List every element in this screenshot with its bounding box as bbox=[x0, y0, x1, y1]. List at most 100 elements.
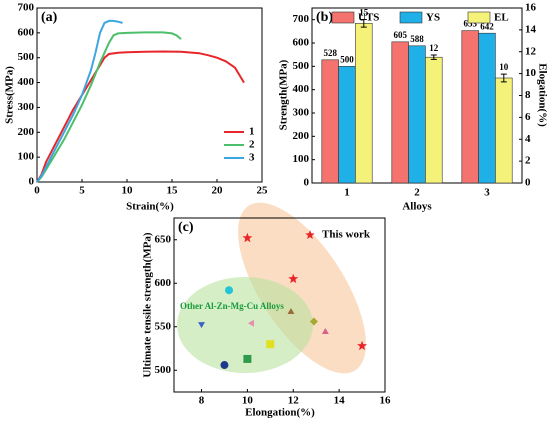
legend-label: 2 bbox=[249, 139, 255, 151]
y-tick-label: 500 bbox=[293, 60, 310, 72]
bar bbox=[425, 56, 443, 184]
bar bbox=[495, 77, 513, 184]
error-bar bbox=[500, 73, 507, 83]
point bbox=[309, 317, 318, 326]
curve bbox=[36, 50, 245, 183]
x-tick-label: 25 bbox=[257, 185, 269, 197]
x-tick-label: 14 bbox=[334, 395, 346, 407]
y2-tick-label: 2 bbox=[525, 155, 531, 167]
y2-axis-label: Elogation(%) bbox=[536, 63, 548, 127]
point bbox=[198, 322, 205, 329]
legend-label: 3 bbox=[249, 152, 255, 164]
x-tick-label: 2 bbox=[414, 187, 420, 199]
data-label: 15 bbox=[359, 8, 369, 18]
y-tick-label: 550 bbox=[155, 320, 172, 332]
legend-swatch bbox=[467, 11, 491, 24]
y-tick-label: 500 bbox=[155, 364, 172, 376]
error-bar bbox=[430, 54, 437, 60]
panel-label: (c) bbox=[178, 220, 194, 235]
y2-tick-label: 6 bbox=[525, 111, 531, 123]
y-tick-label: 700 bbox=[293, 13, 310, 25]
x-tick-label: 1 bbox=[344, 187, 350, 199]
y-tick-label: 600 bbox=[18, 26, 35, 38]
point bbox=[247, 319, 254, 327]
y-tick-label: 650 bbox=[155, 233, 172, 245]
y-tick-label: 400 bbox=[293, 83, 310, 95]
y-axis-label: Stress(MPa) bbox=[4, 66, 16, 124]
legend-label: 1 bbox=[249, 126, 255, 138]
curve bbox=[36, 19, 123, 183]
point bbox=[242, 232, 253, 243]
legend-swatch bbox=[399, 11, 423, 24]
point bbox=[357, 340, 368, 351]
point bbox=[287, 307, 295, 314]
legend-label: YS bbox=[426, 12, 440, 24]
x-tick-label: 8 bbox=[199, 395, 205, 407]
y-tick-label: 0 bbox=[29, 176, 35, 188]
data-label: 528 bbox=[323, 48, 337, 58]
y2-tick-label: 10 bbox=[525, 67, 537, 79]
x-tick-label: 20 bbox=[212, 185, 224, 197]
x-tick-label: 0 bbox=[34, 185, 40, 197]
legend-label: EL bbox=[494, 12, 509, 24]
y-tick-label: 200 bbox=[18, 126, 35, 138]
bar bbox=[321, 59, 339, 184]
data-label: 12 bbox=[429, 43, 439, 53]
bar bbox=[478, 32, 496, 184]
error-bar bbox=[360, 18, 367, 28]
data-label: 653 bbox=[463, 19, 477, 29]
y2-tick-label: 12 bbox=[525, 45, 537, 57]
point bbox=[288, 273, 299, 284]
y2-tick-label: 16 bbox=[525, 2, 537, 14]
x-tick-label: 10 bbox=[122, 185, 134, 197]
x-axis-label: Alloys bbox=[402, 201, 432, 213]
y-tick-label: 600 bbox=[155, 277, 172, 289]
highlight-ellipse bbox=[238, 202, 366, 374]
x-tick-label: 5 bbox=[79, 185, 85, 197]
x-tick-label: 12 bbox=[288, 395, 300, 407]
y-tick-label: 300 bbox=[18, 101, 35, 113]
y-tick-label: 700 bbox=[18, 2, 35, 14]
x-tick-label: 15 bbox=[167, 185, 179, 197]
x-axis-label: Strain(%) bbox=[126, 201, 174, 213]
data-label: 10 bbox=[499, 62, 509, 72]
y-axis-label: Ultimate tensile strength(MPa) bbox=[142, 232, 154, 378]
y-tick-label: 100 bbox=[293, 153, 310, 165]
annotation: Other Al-Zn-Mg-Cu Alloys bbox=[180, 301, 284, 311]
y-axis-label: Strength(MPa) bbox=[278, 59, 290, 130]
point bbox=[266, 340, 275, 349]
y-tick-label: 400 bbox=[18, 76, 35, 88]
data-label: 605 bbox=[393, 30, 407, 40]
plot-frame bbox=[36, 7, 263, 183]
y-tick-label: 0 bbox=[304, 177, 310, 189]
y-tick-label: 600 bbox=[293, 37, 310, 49]
y-tick-label: 500 bbox=[18, 51, 35, 63]
x-tick-label: 10 bbox=[242, 395, 254, 407]
y2-tick-label: 4 bbox=[525, 133, 531, 145]
x-tick-label: 16 bbox=[380, 395, 392, 407]
highlight-ellipse bbox=[177, 277, 313, 373]
y-tick-label: 100 bbox=[18, 151, 35, 163]
data-label: 642 bbox=[480, 21, 494, 31]
panel-label: (b) bbox=[316, 10, 333, 25]
point bbox=[243, 354, 252, 363]
data-label: 588 bbox=[410, 34, 424, 44]
legend-swatch bbox=[331, 11, 355, 24]
y2-tick-label: 8 bbox=[525, 89, 531, 101]
bar bbox=[391, 41, 409, 184]
bar bbox=[408, 45, 426, 184]
panel-label: (a) bbox=[41, 10, 58, 25]
legend-marker bbox=[305, 230, 315, 240]
plot-frame bbox=[173, 217, 386, 393]
point bbox=[220, 361, 229, 370]
x-tick-label: 3 bbox=[484, 187, 490, 199]
point bbox=[225, 286, 234, 295]
x-axis-label: Elongation(%) bbox=[245, 407, 315, 419]
curve bbox=[36, 31, 182, 183]
y2-tick-label: 14 bbox=[525, 23, 537, 35]
y2-tick-label: 0 bbox=[525, 177, 531, 189]
bar bbox=[461, 30, 479, 184]
bar bbox=[338, 66, 356, 184]
bar bbox=[355, 23, 373, 184]
